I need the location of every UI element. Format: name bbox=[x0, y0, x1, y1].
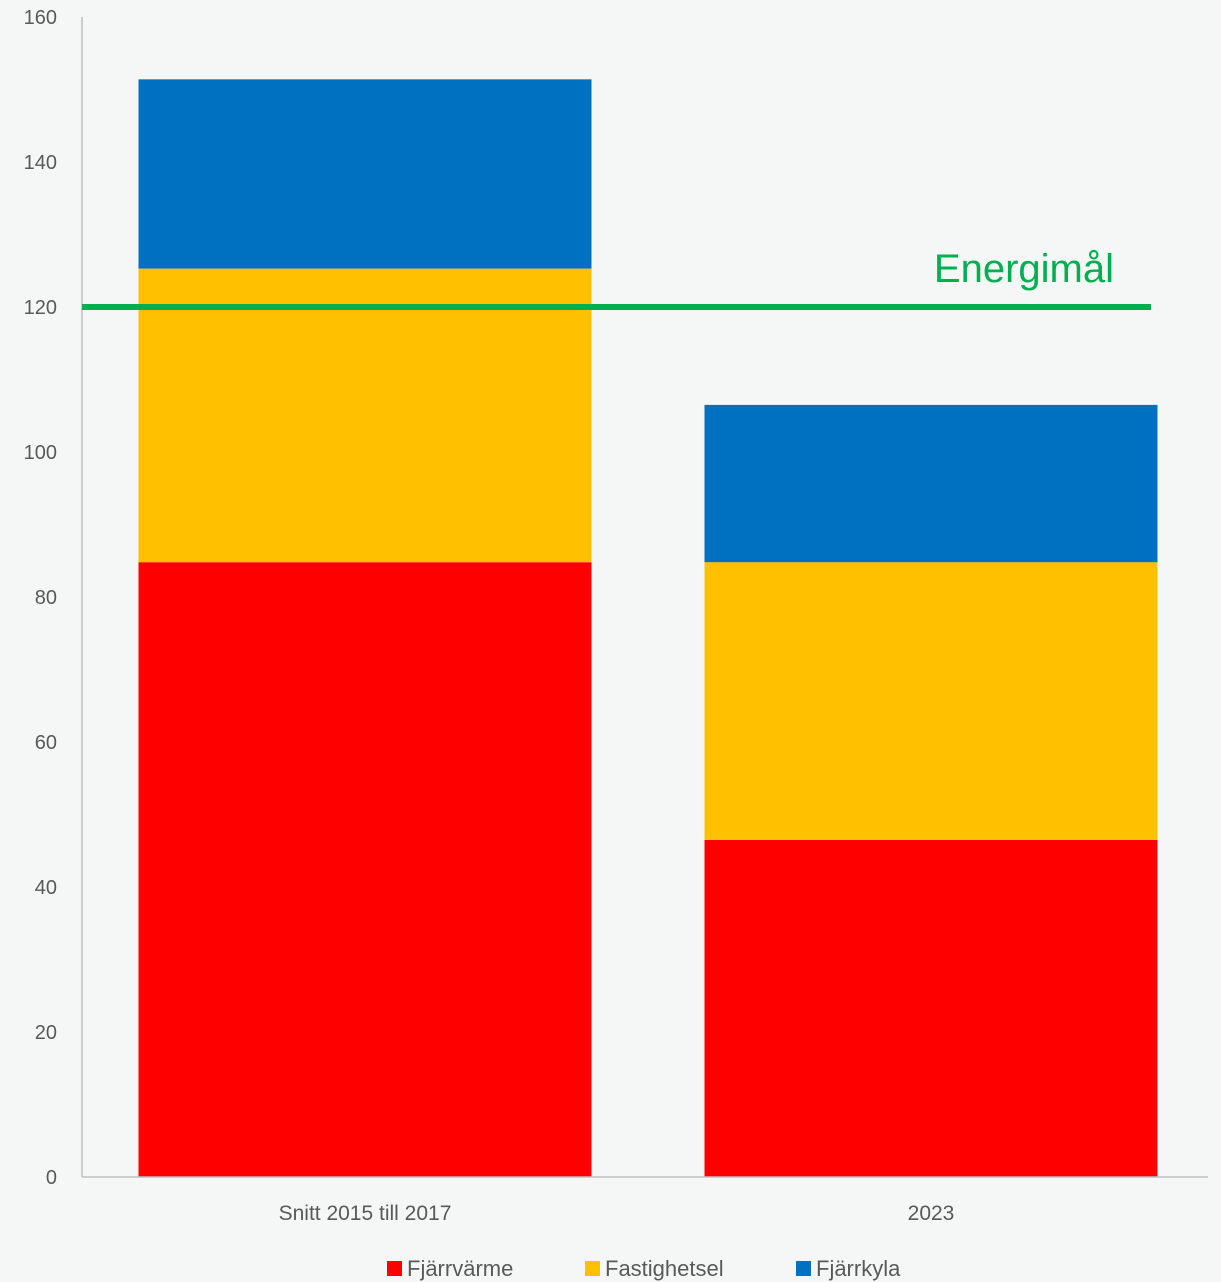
legend-label: Fastighetsel bbox=[605, 1256, 724, 1281]
y-tick-label: 140 bbox=[24, 152, 57, 174]
bar-segment bbox=[138, 562, 592, 1177]
y-tick-label: 80 bbox=[35, 587, 57, 609]
energy-target-label: Energimål bbox=[934, 247, 1114, 291]
legend-swatch bbox=[796, 1261, 811, 1276]
y-tick-label: 20 bbox=[35, 1022, 57, 1044]
x-category-label: 2023 bbox=[908, 1202, 955, 1225]
y-tick-label: 40 bbox=[35, 877, 57, 899]
x-category-label: Snitt 2015 till 2017 bbox=[279, 1202, 452, 1225]
legend-swatch bbox=[387, 1261, 402, 1276]
y-axis-ticks: 0 20 40 60 80 100 120 140 160 bbox=[24, 7, 57, 1189]
legend: Fjärrvärme Fastighetsel Fjärrkyla bbox=[387, 1256, 901, 1281]
x-axis-labels: Snitt 2015 till 2017 2023 bbox=[279, 1202, 955, 1225]
y-tick-label: 60 bbox=[35, 732, 57, 754]
y-tick-label: 120 bbox=[24, 297, 57, 319]
y-tick-label: 0 bbox=[46, 1167, 57, 1189]
bar-segment bbox=[138, 79, 592, 269]
bar-segment bbox=[704, 839, 1158, 1177]
legend-label: Fjärrvärme bbox=[407, 1256, 513, 1281]
bar-segment bbox=[138, 268, 592, 563]
bar-segment bbox=[704, 404, 1158, 563]
legend-swatch bbox=[585, 1261, 600, 1276]
bars-group bbox=[138, 79, 1158, 1177]
bar-segment bbox=[704, 562, 1158, 840]
legend-label: Fjärrkyla bbox=[816, 1256, 901, 1281]
y-tick-label: 100 bbox=[24, 442, 57, 464]
y-tick-label: 160 bbox=[24, 7, 57, 29]
